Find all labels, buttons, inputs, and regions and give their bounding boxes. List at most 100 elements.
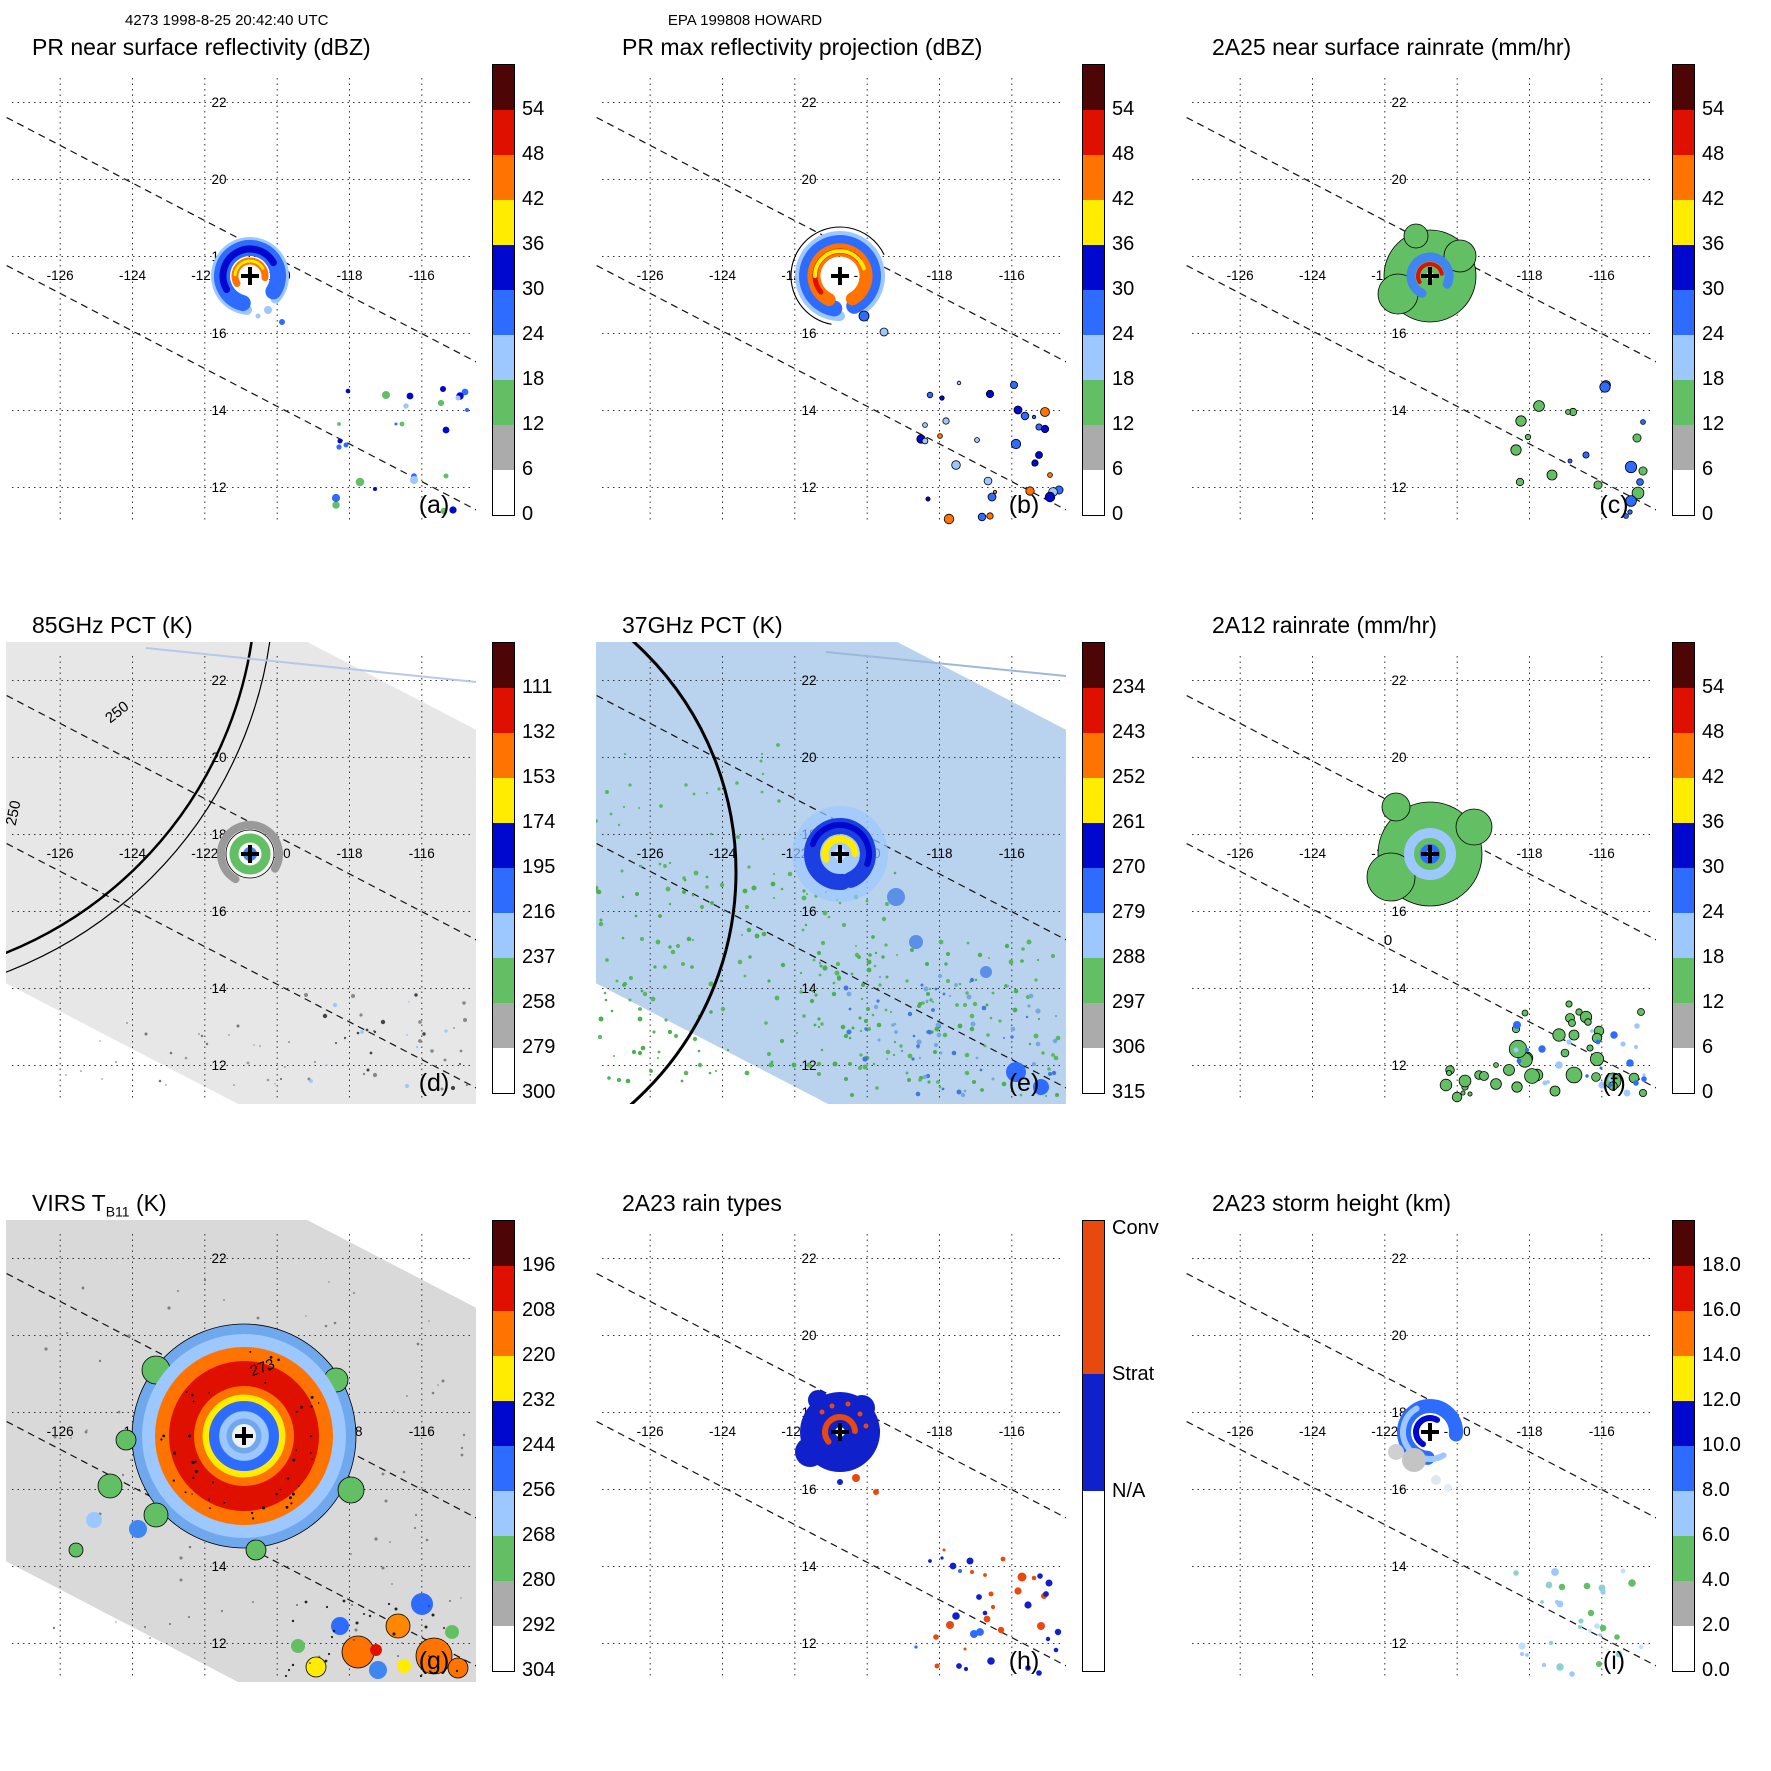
colorbar-segment xyxy=(1083,688,1104,733)
rain-type-label: Conv xyxy=(1112,1217,1159,1239)
storm-center-marker xyxy=(235,1427,253,1445)
colorbar-tick-label: 4.0 xyxy=(1702,1569,1730,1591)
colorbar-tick-label: 216 xyxy=(522,901,556,923)
lat-label: 22 xyxy=(1391,1251,1406,1266)
colorbar-segment xyxy=(1673,1311,1694,1356)
lat-label: 14 xyxy=(1391,1559,1407,1574)
colorbar-segment xyxy=(493,1536,514,1581)
colorbar-segment xyxy=(493,1491,514,1536)
panel-c: 2A25 near surface rainrate (mm/hr) -126 -… xyxy=(1180,30,1770,608)
colorbar-tick-label: 196 xyxy=(522,1254,556,1276)
colorbar-segment xyxy=(1673,335,1694,380)
colorbar-tick-label: 42 xyxy=(1702,188,1725,210)
colorbar-segment xyxy=(1673,155,1694,200)
storm-center-marker xyxy=(831,267,849,285)
lon-label: -126 xyxy=(637,1424,664,1439)
colorbar-tick-label: 18 xyxy=(1112,368,1135,390)
colorbar: 54 48 42 36 30 24 18 12 6 0 xyxy=(492,64,587,526)
colorbar-tick-label: 36 xyxy=(522,233,545,255)
lon-label: -124 xyxy=(709,268,737,283)
colorbar-bar xyxy=(1672,642,1695,1094)
lon-label: -118 xyxy=(336,846,362,861)
colorbar-segment xyxy=(1673,823,1694,868)
map-gridlines xyxy=(1192,1234,1652,1678)
storm-center-marker xyxy=(1421,267,1439,285)
colorbar-segment xyxy=(493,1356,514,1401)
panel-letter: (h) xyxy=(1009,1647,1040,1675)
panel-title: 2A23 rain types xyxy=(622,1190,782,1216)
map-plot: -126 -124 -122 -120 -118 -1162220181614122502… xyxy=(6,642,476,1104)
colorbar-tick-label: 243 xyxy=(1112,721,1146,743)
lat-label: 22 xyxy=(211,673,226,688)
colorbar-segment xyxy=(1673,425,1694,470)
colorbar-segment xyxy=(1673,1446,1694,1491)
panel-grid: PR near surface reflectivity (dBZ) -126 -… xyxy=(0,30,1771,1764)
colorbar-bar xyxy=(1672,1220,1695,1672)
colorbar-tick-label: 304 xyxy=(522,1659,556,1681)
colorbar-segment xyxy=(1083,733,1104,778)
lat-label: 22 xyxy=(801,673,816,688)
map-gridlines xyxy=(602,1234,1062,1678)
colorbar-tick-label: 0.0 xyxy=(1702,1659,1730,1681)
panel-e: 37GHz PCT (K) -126-124-122-120-118-116 22… xyxy=(590,608,1180,1186)
panel-title: PR near surface reflectivity (dBZ) xyxy=(32,34,371,60)
panel-title: 85GHz PCT (K) xyxy=(32,612,193,638)
panel-body: -126 -124 -122 -120 -118 -116 22 20 18 16 14 12 (a) xyxy=(6,64,476,526)
colorbar: 18.0 16.0 14.0 12.0 10.0 8.0 6.0 4.0 2.0 0.0 xyxy=(1672,1220,1767,1682)
panel-body: -126 -124 -122 -120 -118 -116 22 20 18 16 14 12 250 2… xyxy=(6,642,476,1104)
map-gridlines xyxy=(602,78,1062,522)
storm-center-marker xyxy=(831,1423,849,1441)
panel-title: 37GHz PCT (K) xyxy=(622,612,783,638)
panel-letter: (g) xyxy=(419,1647,450,1675)
lat-label: 22 xyxy=(801,1251,816,1266)
colorbar-segment xyxy=(493,155,514,200)
colorbar-tick-label: 24 xyxy=(1702,901,1725,923)
colorbar-ticks: 54 48 42 36 30 24 18 12 6 0 xyxy=(522,64,586,525)
colorbar: 54 48 42 36 30 24 18 12 6 0 xyxy=(1672,64,1767,526)
colorbar-tick-label: 18 xyxy=(522,368,545,390)
colorbar-tick-label: 244 xyxy=(522,1434,556,1456)
colorbar-tick-label: 14.0 xyxy=(1702,1344,1741,1366)
swath-boundary-lines xyxy=(6,694,476,1089)
colorbar-tick-label: 48 xyxy=(1702,721,1725,743)
lon-labels: -126-124-122-120-118-116 xyxy=(637,846,1025,861)
colorbar-segment xyxy=(493,913,514,958)
lat-label: 12 xyxy=(1391,1058,1406,1073)
panel-letter: (b) xyxy=(1009,491,1040,519)
colorbar-segment xyxy=(1673,868,1694,913)
storm-art xyxy=(210,237,469,515)
lat-label: 20 xyxy=(801,1328,816,1343)
colorbar-segment xyxy=(493,425,514,470)
lat-label: 12 xyxy=(1391,480,1406,495)
colorbar-tick-label: 261 xyxy=(1112,811,1146,833)
panel-a: PR near surface reflectivity (dBZ) -126 -… xyxy=(0,30,590,608)
panel-title: 2A23 storm height (km) xyxy=(1212,1190,1452,1216)
colorbar-tick-label: 48 xyxy=(1702,143,1725,165)
lat-label: 16 xyxy=(211,326,226,341)
lat-label: 20 xyxy=(1391,1328,1406,1343)
colorbar: 234 243 252 261 270 279 288 297 306 315 xyxy=(1082,642,1177,1104)
colorbar-segment xyxy=(1673,913,1694,958)
lat-label: 22 xyxy=(1391,673,1406,688)
colorbar-tick-label: 54 xyxy=(1702,98,1725,120)
panel-letter: (d) xyxy=(419,1069,450,1097)
colorbar-tick-label: 6 xyxy=(1702,458,1714,480)
lat-label: 20 xyxy=(1391,750,1406,765)
colorbar-segment xyxy=(1083,65,1104,110)
colorbar-segment xyxy=(493,65,514,110)
lon-label: -124 xyxy=(1299,268,1327,283)
lon-label: -116 xyxy=(409,1424,435,1439)
lon-label: -124 xyxy=(709,1424,737,1439)
colorbar-tick-label: 24 xyxy=(1702,323,1725,345)
colorbar-ticks: 234 243 252 261 270 279 288 297 306 315 xyxy=(1112,642,1176,1103)
lon-label: -124 xyxy=(119,846,147,861)
colorbar-tick-label: 292 xyxy=(522,1614,556,1636)
colorbar-segment xyxy=(493,778,514,823)
lat-label: 20 xyxy=(801,750,816,765)
lon-label: -126 xyxy=(47,846,74,861)
colorbar-segment xyxy=(1673,1626,1694,1671)
colorbar-bar xyxy=(492,1220,515,1672)
colorbar-segment xyxy=(1673,688,1694,733)
colorbar-bar xyxy=(1082,1220,1105,1672)
